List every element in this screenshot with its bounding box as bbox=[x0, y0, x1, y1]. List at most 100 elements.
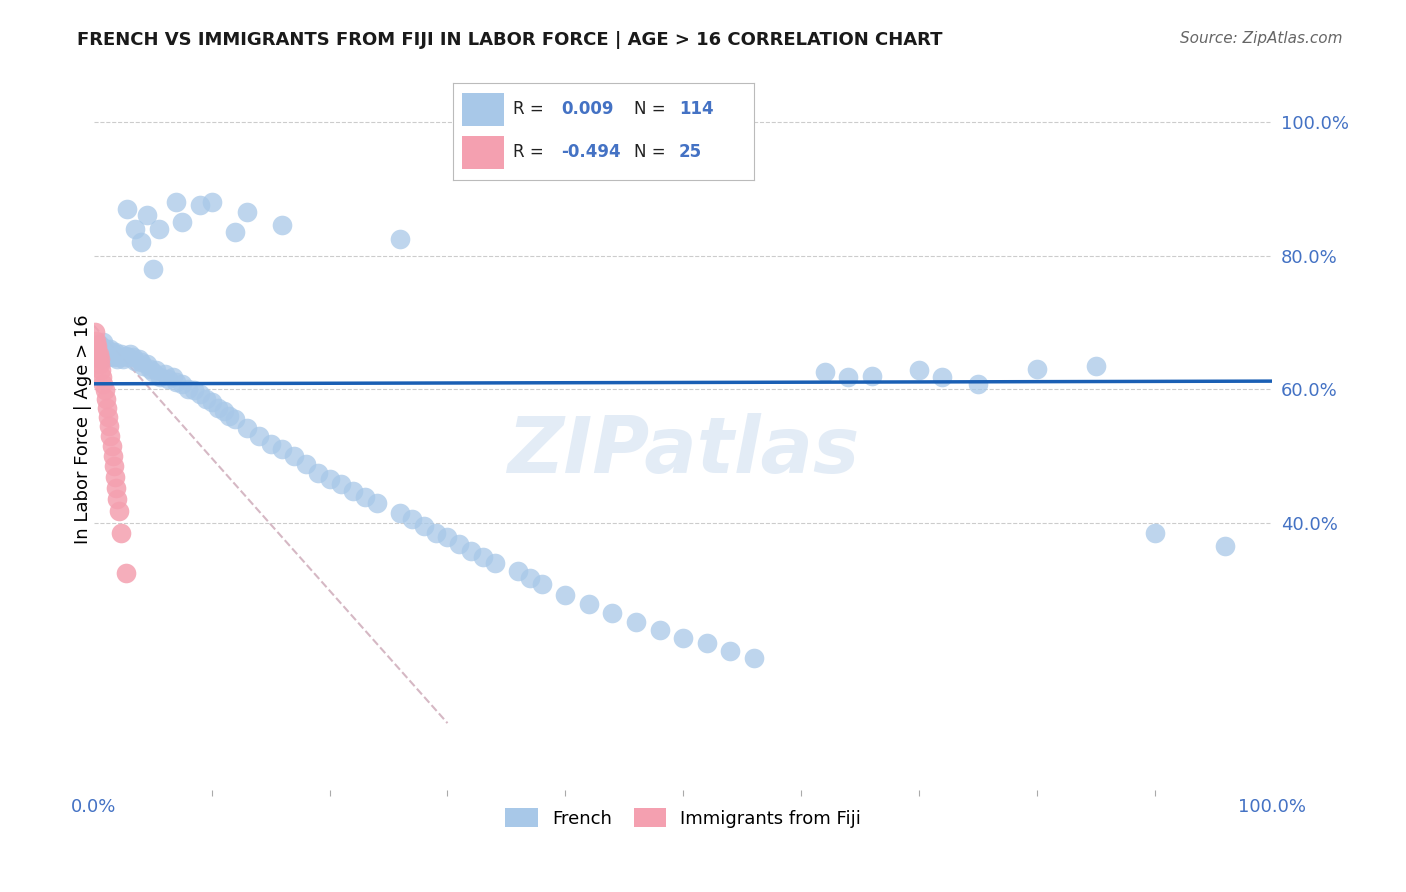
Point bbox=[115, 202, 138, 216]
Point bbox=[672, 631, 695, 645]
Point bbox=[177, 382, 200, 396]
Point bbox=[1084, 359, 1107, 373]
Point bbox=[207, 401, 229, 415]
Point bbox=[94, 347, 117, 361]
Point bbox=[86, 343, 108, 358]
Point bbox=[96, 343, 118, 358]
Point bbox=[94, 392, 117, 406]
Point bbox=[860, 368, 883, 383]
Point bbox=[966, 376, 988, 391]
Point bbox=[162, 370, 184, 384]
Point bbox=[108, 350, 131, 364]
Point bbox=[837, 370, 859, 384]
Point bbox=[157, 372, 180, 386]
Point bbox=[624, 615, 647, 629]
Point bbox=[91, 342, 114, 356]
Point bbox=[104, 470, 127, 484]
Point bbox=[112, 352, 135, 367]
Point bbox=[89, 357, 111, 371]
Point bbox=[100, 342, 122, 356]
Point bbox=[172, 376, 194, 391]
Point bbox=[449, 537, 471, 551]
Point bbox=[201, 195, 224, 210]
Point bbox=[342, 483, 364, 498]
Point bbox=[110, 525, 132, 540]
Point bbox=[93, 350, 115, 364]
Point bbox=[90, 339, 112, 353]
Point bbox=[124, 222, 146, 236]
Point bbox=[295, 457, 318, 471]
Text: Source: ZipAtlas.com: Source: ZipAtlas.com bbox=[1180, 31, 1343, 46]
Point bbox=[149, 370, 172, 384]
Point bbox=[366, 496, 388, 510]
Point bbox=[148, 222, 170, 236]
Point bbox=[139, 362, 162, 376]
Point bbox=[307, 466, 329, 480]
Point bbox=[114, 566, 136, 580]
Point bbox=[188, 198, 211, 212]
Point bbox=[236, 205, 259, 219]
Point bbox=[93, 335, 115, 350]
Point bbox=[260, 437, 283, 451]
Point bbox=[389, 506, 412, 520]
Point bbox=[436, 530, 458, 544]
Point bbox=[145, 363, 167, 377]
Point bbox=[93, 343, 115, 358]
Point bbox=[84, 334, 107, 348]
Text: ZIPatlas: ZIPatlas bbox=[508, 413, 859, 489]
Point bbox=[86, 339, 108, 353]
Point bbox=[105, 349, 128, 363]
Point bbox=[1215, 539, 1237, 553]
Point bbox=[142, 366, 165, 380]
Point bbox=[93, 345, 115, 359]
Point bbox=[460, 543, 482, 558]
Point bbox=[283, 449, 305, 463]
Point bbox=[236, 421, 259, 435]
Point bbox=[530, 577, 553, 591]
Point bbox=[97, 410, 120, 425]
Point bbox=[107, 504, 129, 518]
Point bbox=[1025, 362, 1047, 376]
Point bbox=[271, 219, 294, 233]
Y-axis label: In Labor Force | Age > 16: In Labor Force | Age > 16 bbox=[75, 314, 91, 544]
Point bbox=[100, 429, 122, 443]
Point bbox=[718, 644, 741, 658]
Point bbox=[103, 458, 125, 473]
Point bbox=[84, 326, 107, 340]
Point bbox=[1143, 525, 1166, 540]
Point bbox=[103, 350, 125, 364]
Point bbox=[212, 403, 235, 417]
Point bbox=[165, 376, 187, 390]
Point bbox=[194, 392, 217, 406]
Point bbox=[89, 341, 111, 355]
Point bbox=[201, 395, 224, 409]
Legend: French, Immigrants from Fiji: French, Immigrants from Fiji bbox=[498, 801, 869, 835]
Point bbox=[84, 342, 107, 356]
Point bbox=[117, 350, 139, 364]
Point bbox=[89, 352, 111, 367]
Point bbox=[100, 439, 122, 453]
Point bbox=[91, 352, 114, 367]
Point bbox=[330, 477, 353, 491]
Point bbox=[172, 215, 194, 229]
Point bbox=[97, 345, 120, 359]
Point bbox=[86, 343, 108, 358]
Point bbox=[94, 342, 117, 356]
Point bbox=[218, 409, 240, 423]
Point bbox=[97, 350, 120, 364]
Point bbox=[271, 442, 294, 457]
Point bbox=[484, 556, 506, 570]
Point bbox=[87, 345, 110, 359]
Point bbox=[224, 412, 246, 426]
Point bbox=[87, 336, 110, 351]
Point bbox=[101, 449, 124, 463]
Point bbox=[931, 370, 953, 384]
Point bbox=[93, 376, 115, 391]
Point bbox=[90, 363, 112, 377]
Point bbox=[578, 597, 600, 611]
Point bbox=[104, 345, 127, 359]
Point bbox=[101, 349, 124, 363]
Point bbox=[648, 623, 671, 637]
Point bbox=[121, 350, 143, 364]
Point bbox=[554, 588, 576, 602]
